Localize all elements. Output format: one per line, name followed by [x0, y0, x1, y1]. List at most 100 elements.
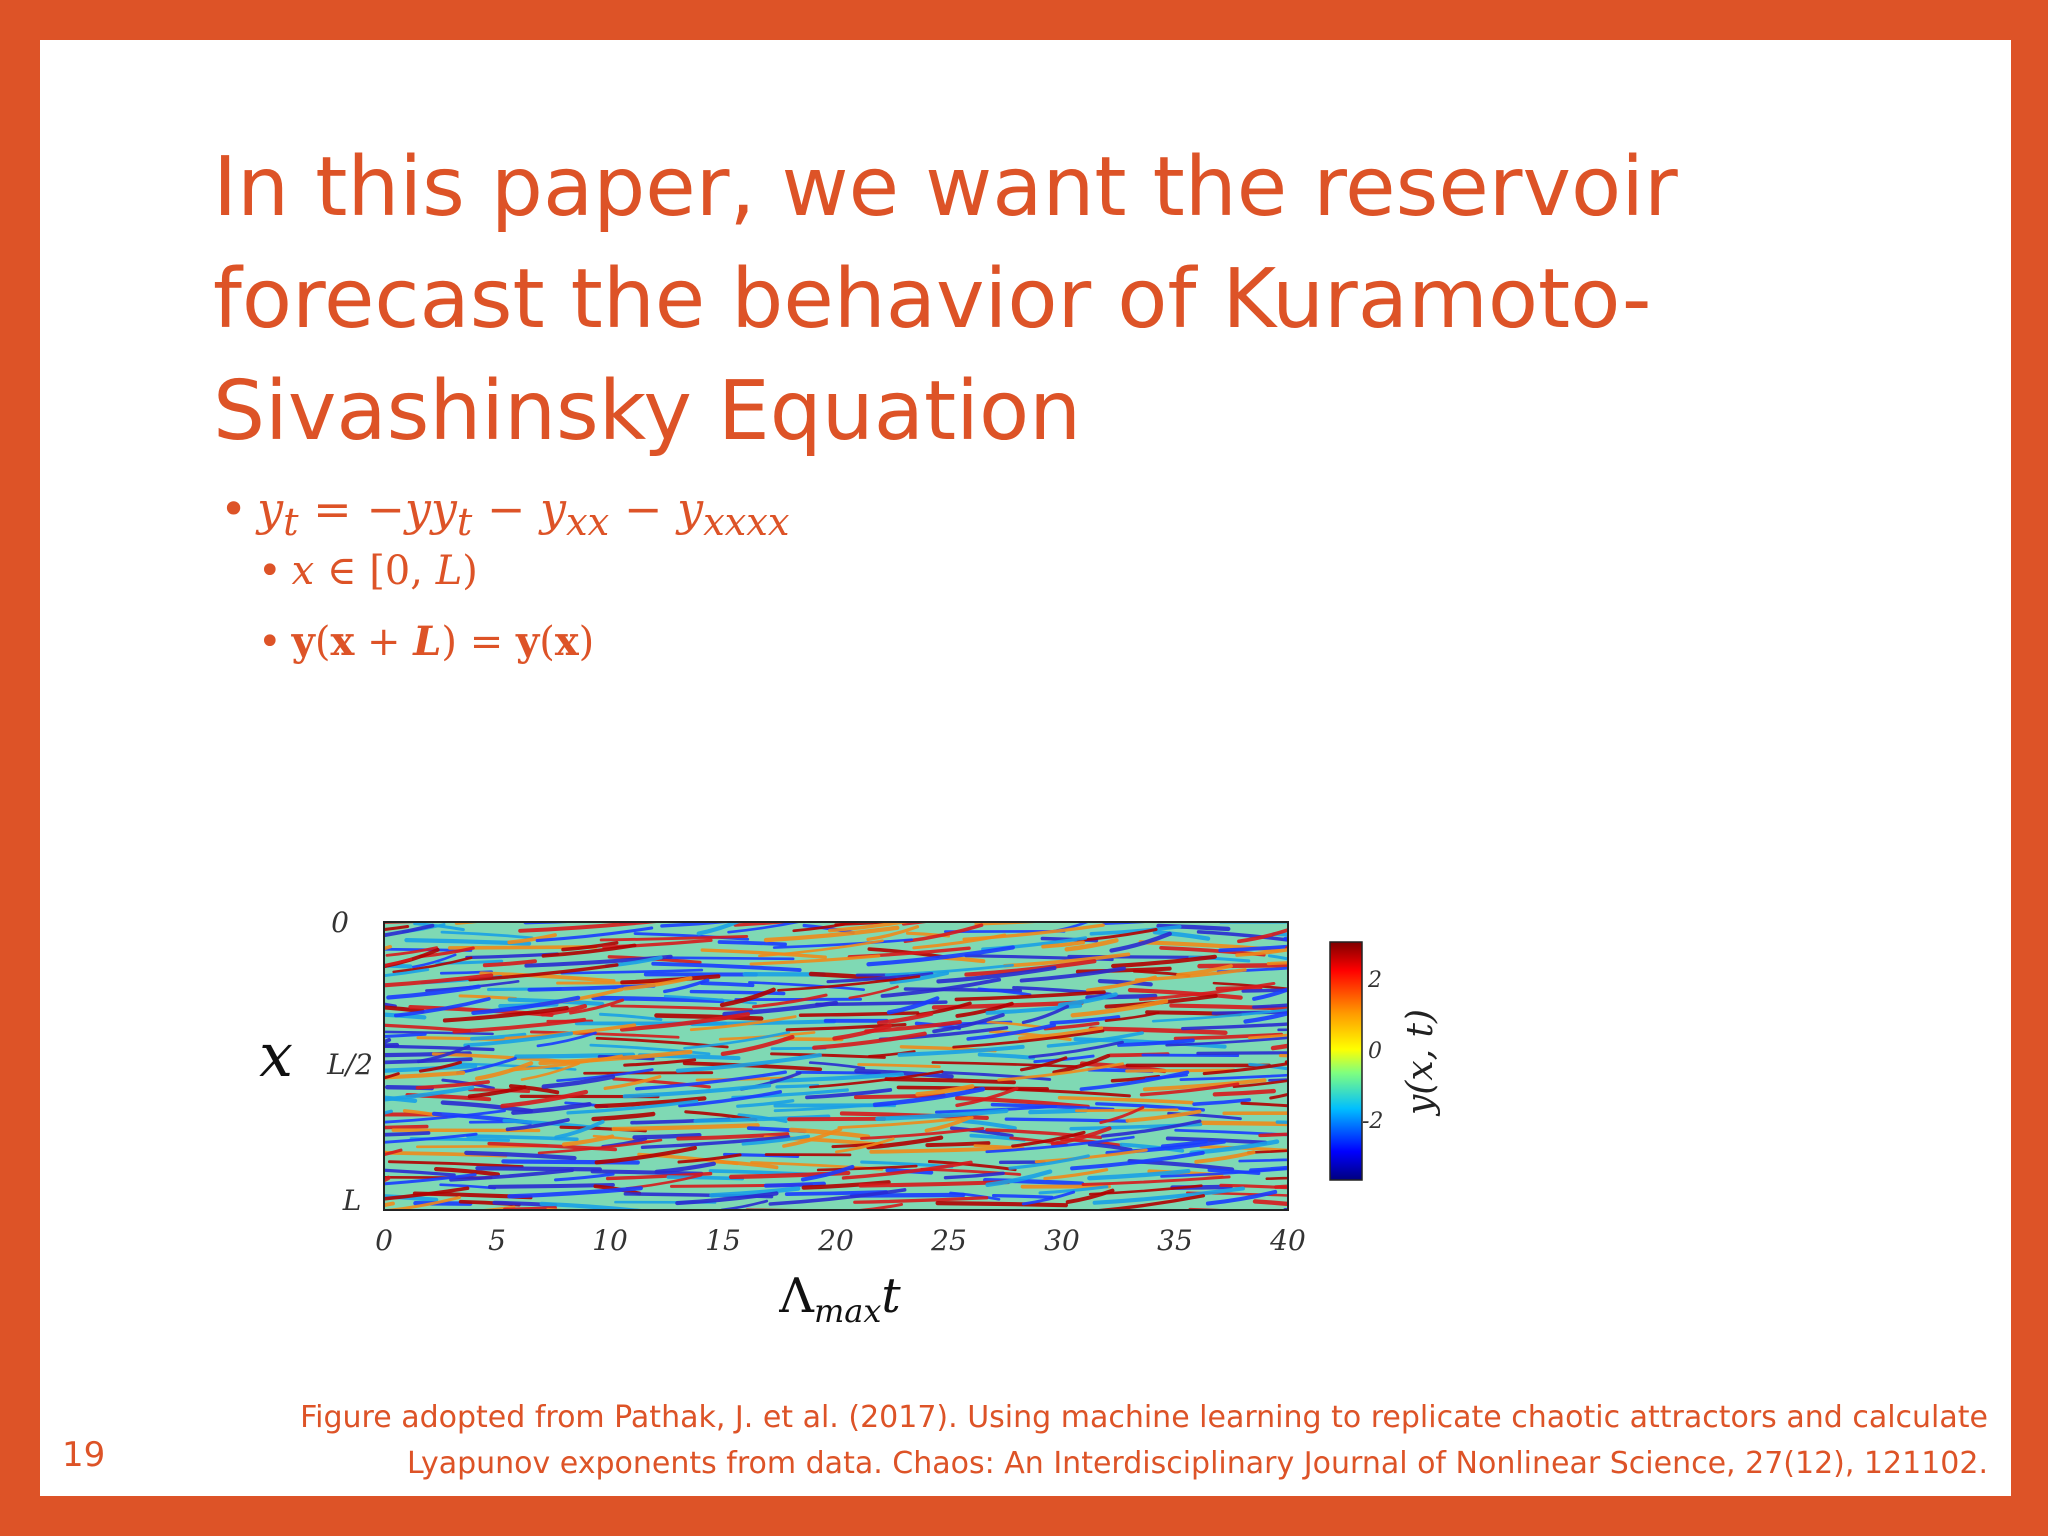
heatmap-streak: [1151, 1008, 1288, 1023]
heatmap-streak: [693, 1114, 831, 1123]
heatmap-streak: [1087, 1142, 1133, 1152]
heatmap-streak: [384, 1195, 461, 1210]
heatmap-streak: [985, 1003, 1083, 1015]
heatmap-streak: [1086, 975, 1158, 992]
heatmap-streak: [1235, 948, 1288, 957]
heatmap-streak: [595, 1212, 654, 1219]
heatmap-streak: [826, 972, 934, 984]
heatmap-streak: [1199, 1145, 1288, 1152]
heatmap-streak: [886, 996, 940, 1015]
heatmap-streak: [985, 1135, 1135, 1154]
heatmap-streak: [507, 1186, 643, 1199]
heatmap-streak: [623, 1058, 697, 1067]
heatmap-streak: [505, 1118, 570, 1132]
heatmap-streak: [1008, 1154, 1090, 1170]
heatmap-streak: [857, 1202, 904, 1210]
heatmap-streak: [393, 997, 491, 1018]
heatmap-streak: [955, 1086, 1019, 1108]
heatmap-streak: [1085, 993, 1158, 1000]
heatmap-streak: [676, 1132, 790, 1141]
heatmap-streak: [520, 1062, 580, 1081]
heatmap-streak: [884, 963, 1014, 977]
heatmap-streak: [384, 1044, 495, 1052]
heatmap-streak: [974, 922, 1054, 926]
heatmap-streak: [867, 1050, 916, 1058]
heatmap-streak: [384, 1085, 475, 1102]
heatmap-streak: [931, 1061, 1078, 1068]
heatmap-streak: [554, 1119, 605, 1140]
heatmap-streak: [1070, 998, 1169, 1018]
heatmap-streak: [1194, 1150, 1256, 1164]
heatmap-streak: [1104, 1011, 1160, 1023]
y-tick-0: 0: [331, 906, 349, 939]
heatmap-streak: [1087, 1168, 1191, 1181]
heatmap-streak: [798, 1011, 920, 1017]
heatmap-streak: [554, 1172, 615, 1182]
heatmap-streak: [763, 925, 900, 943]
heatmap-streak: [385, 946, 439, 957]
heatmap-streak: [637, 1212, 680, 1214]
heatmap-streak: [594, 1096, 707, 1109]
heatmap-streak: [1174, 1128, 1288, 1137]
heatmap-streak: [508, 1084, 560, 1095]
heatmap-streak: [384, 973, 494, 988]
heatmap-streak: [854, 1068, 954, 1079]
heatmap-streak: [1041, 940, 1086, 949]
heatmap-streak: [546, 1207, 574, 1210]
heatmap-streak: [805, 1088, 893, 1100]
title-line-3: Sivashinsky Equation: [213, 364, 1082, 459]
heatmap-streak: [482, 959, 537, 968]
heatmap-streak: [1243, 1010, 1288, 1024]
heatmap-streak: [952, 1029, 1105, 1049]
heatmap-streak: [583, 1071, 714, 1075]
heatmap-streak: [727, 922, 805, 934]
heatmap-streak: [1127, 988, 1243, 1000]
heatmap-streak: [988, 1029, 1072, 1042]
heatmap-streak: [384, 923, 435, 938]
heatmap-streak: [1097, 978, 1153, 987]
heatmap-streak: [832, 1023, 892, 1041]
heatmap-streak: [464, 1150, 577, 1161]
heatmap-streak: [384, 1057, 473, 1065]
heatmap-streak: [808, 1061, 866, 1070]
heatmap-streak: [442, 1006, 569, 1023]
heatmap-streak: [440, 930, 534, 940]
heatmap-streak: [1196, 930, 1288, 942]
heatmap-streak: [875, 1108, 1009, 1121]
heatmap-streak: [384, 968, 430, 978]
heatmap-streak: [501, 1159, 640, 1165]
heatmap-streak: [454, 922, 488, 925]
heatmap-streak: [991, 1193, 1054, 1199]
heatmap-streak: [1192, 1098, 1252, 1106]
heatmap-streak: [1046, 1031, 1144, 1048]
heatmap-streak: [665, 956, 795, 961]
x-tick-20: 20: [817, 1224, 854, 1257]
heatmap-streak: [943, 1171, 1005, 1180]
heatmap-streak: [872, 1086, 986, 1108]
heatmap-streak: [736, 1099, 795, 1108]
heatmap-streak: [1266, 961, 1288, 966]
heatmap-streak: [853, 1196, 989, 1204]
heatmap-streak: [511, 1102, 592, 1115]
heatmap-streak: [1248, 1033, 1288, 1040]
heatmap-streak: [1241, 988, 1288, 993]
heatmap-streak: [1212, 1088, 1276, 1097]
heatmap-streak: [816, 1164, 918, 1172]
heatmap-streak: [1019, 966, 1126, 983]
heatmap-streak: [1270, 1043, 1288, 1051]
bullet-icon: •: [220, 482, 248, 536]
x-tick-25: 25: [930, 1224, 967, 1257]
heatmap-streak: [1075, 1108, 1179, 1113]
figure-caption: Figure adopted from Pathak, J. et al. (2…: [168, 1395, 1988, 1487]
heatmap-streak: [777, 975, 921, 992]
heatmap-streak: [1125, 1068, 1236, 1073]
heatmap-streak: [507, 933, 557, 945]
heatmap-streak: [1064, 938, 1119, 952]
heatmap-streak: [1156, 923, 1231, 932]
heatmap-streak: [386, 984, 481, 1000]
heatmap-streak: [384, 1070, 466, 1080]
heatmap-streak: [915, 1084, 975, 1097]
heatmap-streak: [1165, 1036, 1288, 1047]
slide: In this paper, we want the reservoir for…: [40, 40, 2011, 1496]
x-axis-label: Λmaxt: [778, 1268, 901, 1330]
